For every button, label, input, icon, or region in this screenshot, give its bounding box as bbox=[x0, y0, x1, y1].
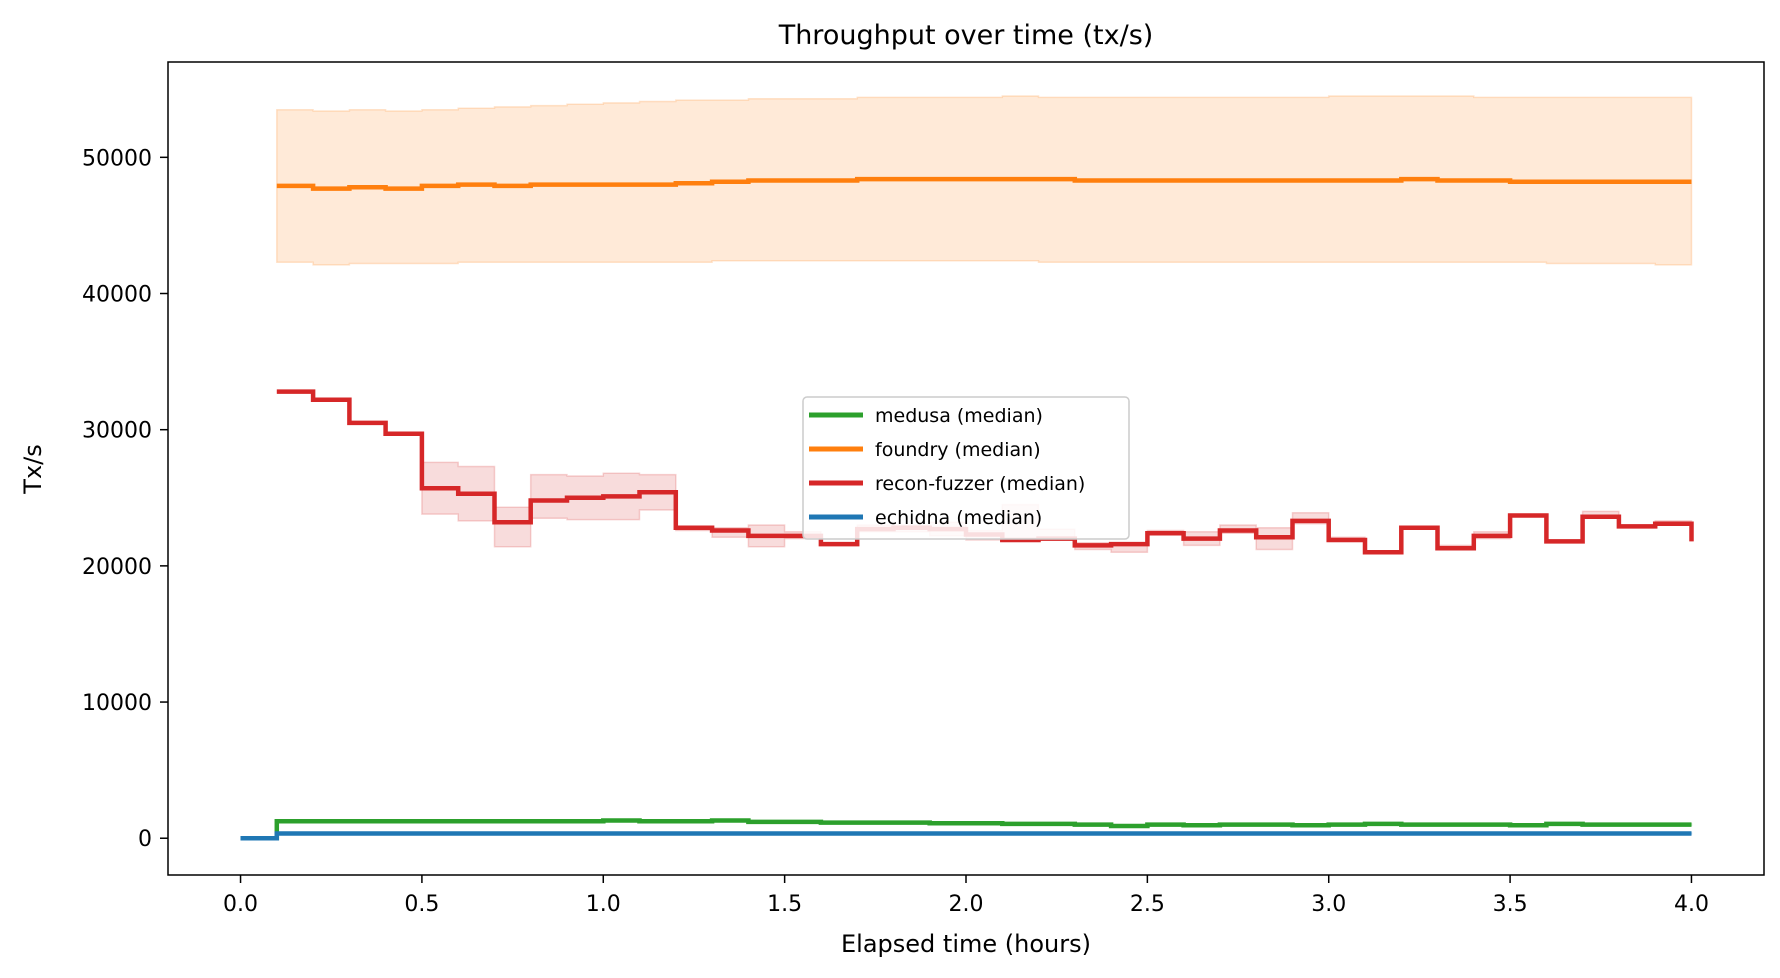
y-tick-label: 0 bbox=[138, 827, 152, 852]
y-tick-label: 40000 bbox=[82, 283, 152, 308]
chart-title: Throughput over time (tx/s) bbox=[778, 20, 1154, 51]
y-tick-label: 50000 bbox=[82, 146, 152, 171]
x-tick-label: 1.5 bbox=[767, 892, 802, 917]
y-axis-ticks: 0 10000 20000 30000 40000 50000 bbox=[82, 146, 168, 852]
legend-label-foundry-median: foundry (median) bbox=[875, 439, 1041, 461]
line-medusa-median bbox=[240, 818, 1692, 841]
x-tick-label: 2.0 bbox=[949, 892, 984, 917]
y-tick-label: 20000 bbox=[82, 555, 152, 580]
legend-box bbox=[802, 396, 1130, 540]
y-axis-label: Tx/s bbox=[19, 444, 47, 494]
line-foundry-median bbox=[276, 176, 1692, 191]
y-tick-label: 30000 bbox=[82, 419, 152, 444]
x-tick-label: 0.5 bbox=[404, 892, 439, 917]
legend-label-medusa-median: medusa (median) bbox=[875, 405, 1043, 427]
x-axis-label: Elapsed time (hours) bbox=[841, 930, 1091, 958]
series-lines bbox=[240, 176, 1694, 841]
legend-label-echidna-median: echidna (median) bbox=[875, 507, 1042, 529]
legend: medusa (median) foundry (median) recon-fuz… bbox=[802, 396, 1130, 540]
x-tick-label: 3.0 bbox=[1311, 892, 1346, 917]
x-tick-label: 1.0 bbox=[586, 892, 621, 917]
x-tick-label: 2.5 bbox=[1130, 892, 1165, 917]
legend-label-recon-fuzzer-median: recon-fuzzer (median) bbox=[875, 473, 1085, 495]
x-axis-ticks: 0.0 0.5 1.0 1.5 2.0 2.5 3.0 3.5 4.0 bbox=[223, 875, 1709, 917]
y-tick-label: 10000 bbox=[82, 691, 152, 716]
x-tick-label: 0.0 bbox=[223, 892, 258, 917]
line-echidna-median bbox=[240, 831, 1692, 841]
x-tick-label: 3.5 bbox=[1493, 892, 1528, 917]
x-tick-label: 4.0 bbox=[1674, 892, 1709, 917]
